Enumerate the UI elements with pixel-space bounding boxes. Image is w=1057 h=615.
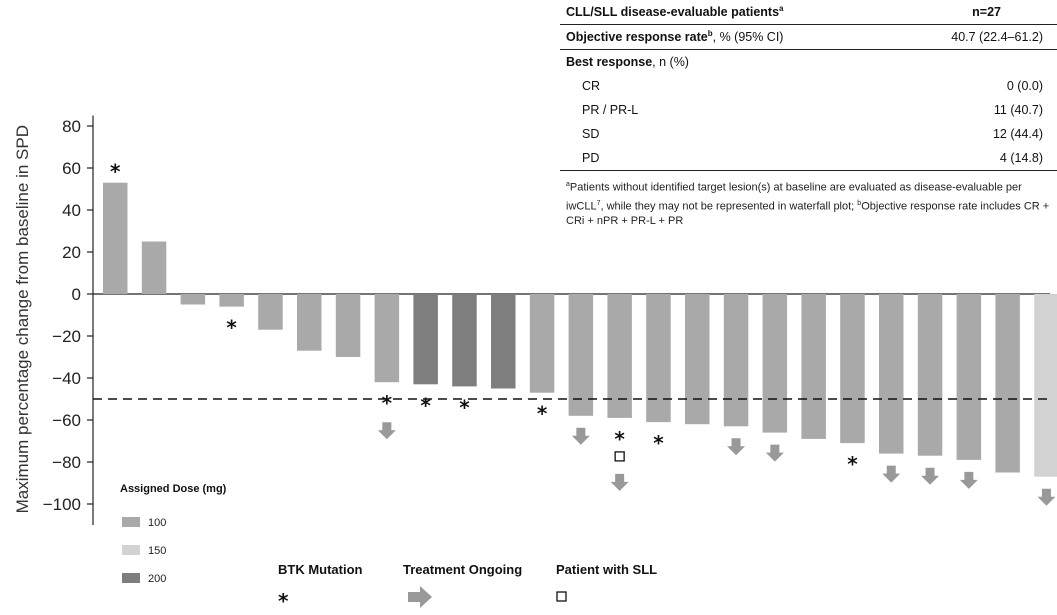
bar	[840, 294, 865, 444]
y-tick-label: 80	[62, 117, 81, 136]
open-square-icon	[556, 591, 567, 602]
legend-swatch-100	[122, 517, 140, 527]
legend-swatch-200	[122, 573, 140, 583]
y-tick-label: 60	[62, 159, 81, 178]
bar	[529, 294, 555, 393]
treatment-ongoing-marker	[377, 422, 396, 440]
bar	[413, 294, 438, 385]
bar	[568, 294, 594, 416]
row-value-sd: 12 (44.4)	[992, 127, 1043, 141]
best-response-label: Best response, n (%)	[566, 55, 689, 69]
arrow-right-icon	[408, 586, 432, 608]
legend-label-100: 100	[148, 517, 166, 529]
treatment-ongoing-marker	[571, 427, 590, 445]
bar	[335, 294, 361, 357]
btk-mutation-marker: *	[226, 316, 237, 340]
y-tick-label: −60	[52, 411, 81, 430]
table-row: SD 12 (44.4)	[560, 122, 1057, 146]
y-tick-label: −20	[52, 327, 81, 346]
row-label-pd: PD	[582, 151, 600, 165]
sll-key-label: Patient with SLL	[556, 562, 657, 577]
bar	[723, 294, 749, 427]
bar	[258, 294, 283, 330]
row-value-cr: 0 (0.0)	[1006, 79, 1043, 93]
btk-mutation-marker: *	[110, 160, 121, 184]
response-table: CLL/SLL disease-evaluable patientsa n=27…	[560, 0, 1057, 229]
markers: * * * * * * * * *	[110, 160, 1056, 506]
y-tick-label: 20	[62, 243, 81, 262]
row-value-pr: 11 (40.7)	[993, 103, 1043, 117]
bar	[491, 294, 516, 389]
table-row: PR / PR-L 11 (40.7)	[560, 98, 1057, 122]
row-label-cr: CR	[582, 79, 601, 93]
ongoing-key-label: Treatment Ongoing	[403, 562, 522, 577]
table-header-row: CLL/SLL disease-evaluable patientsa n=27	[560, 0, 1057, 25]
bar	[141, 241, 167, 294]
orr-row: Objective response rateb, % (95% CI) 40.…	[560, 25, 1057, 50]
y-tick-label: 40	[62, 201, 81, 220]
best-response-row: Best response, n (%)	[560, 50, 1057, 74]
treatment-ongoing-marker	[1037, 488, 1056, 506]
btk-key-symbol: *	[278, 589, 289, 613]
bar	[297, 294, 322, 351]
bar	[103, 182, 128, 294]
table-header-value: n=27	[972, 5, 1001, 19]
treatment-ongoing-marker	[765, 444, 784, 462]
bar	[956, 294, 982, 460]
sll-marker	[614, 451, 625, 462]
bar	[995, 294, 1020, 473]
treatment-ongoing-marker	[921, 467, 940, 485]
bar	[879, 294, 904, 454]
bar	[219, 294, 244, 307]
btk-key-label: BTK Mutation	[278, 562, 363, 577]
y-axis-label: Maximum percentage change from baseline …	[13, 125, 32, 513]
orr-value: 40.7 (22.4–61.2)	[951, 30, 1043, 44]
y-tick-label: −80	[52, 453, 81, 472]
btk-mutation-marker: *	[614, 427, 625, 451]
bar	[917, 294, 943, 456]
table-header-label: CLL/SLL disease-evaluable patientsa	[566, 4, 784, 20]
legend-title: Assigned Dose (mg)	[120, 483, 227, 495]
treatment-ongoing-marker	[610, 473, 629, 491]
y-tick-label: −40	[52, 369, 81, 388]
table-footnote: aPatients without identified target lesi…	[566, 181, 1050, 228]
btk-mutation-marker: *	[459, 395, 470, 419]
treatment-ongoing-marker	[727, 438, 746, 456]
bar	[452, 294, 477, 387]
y-axis: 80 60 40 20 0 −20 −40 −60 −80 −100	[43, 115, 1050, 525]
btk-mutation-marker: *	[420, 393, 431, 417]
bar	[1034, 294, 1057, 477]
y-tick-label: −100	[43, 495, 81, 514]
bar	[801, 294, 826, 439]
row-value-pd: 4 (14.8)	[999, 151, 1043, 165]
bar	[374, 294, 400, 383]
table-row: PD 4 (14.8)	[560, 146, 1057, 171]
orr-label: Objective response rateb, % (95% CI)	[566, 29, 784, 45]
bar	[685, 294, 710, 425]
bar	[607, 294, 632, 418]
y-tick-label: 0	[72, 285, 81, 304]
table-row: CR 0 (0.0)	[560, 74, 1057, 98]
treatment-ongoing-marker	[882, 465, 901, 483]
legend-swatch-150	[122, 545, 140, 555]
bars	[103, 182, 1057, 477]
bar	[180, 294, 206, 305]
btk-mutation-marker: *	[382, 391, 393, 415]
bar	[762, 294, 788, 433]
marker-key: BTK Mutation * Treatment Ongoing Patient…	[278, 562, 657, 613]
row-label-sd: SD	[582, 127, 600, 141]
bar	[646, 294, 671, 423]
btk-mutation-marker: *	[653, 431, 664, 455]
treatment-ongoing-marker	[959, 471, 978, 489]
legend-label-200: 200	[148, 573, 166, 585]
legend-label-150: 150	[148, 545, 166, 557]
dose-legend: Assigned Dose (mg) 100 150 200	[120, 483, 227, 585]
btk-mutation-marker: *	[847, 452, 858, 476]
row-label-pr: PR / PR-L	[582, 103, 639, 117]
btk-mutation-marker: *	[537, 402, 548, 426]
